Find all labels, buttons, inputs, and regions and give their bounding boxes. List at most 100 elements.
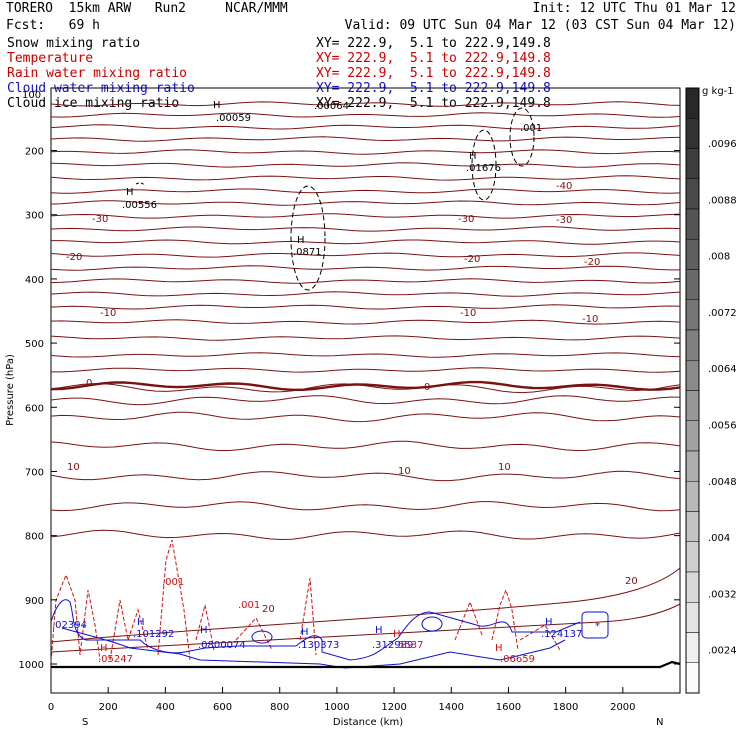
colorbar-segment (685, 571, 700, 603)
maximum-value: .00064 (314, 101, 349, 112)
x-tick-label: 1200 (381, 702, 406, 713)
maximum-mark: H (126, 187, 134, 198)
maximum-mark: H (297, 235, 305, 246)
colorbar-segment (685, 541, 700, 573)
legend-name-4: Cloud ice mixing ratio (7, 96, 180, 111)
temperature-label: 10 (398, 466, 411, 477)
legend-xy-0: XY= 222.9, 5.1 to 222.9,149.8 (316, 36, 551, 51)
isotherm-line (50, 162, 681, 168)
colorbar-segment (685, 239, 700, 270)
maximum-value: .0800074 (198, 640, 246, 651)
model-title: TORERO 15km ARW Run2 NCAR/MMM (6, 1, 288, 16)
isotherm-line (50, 112, 681, 118)
legend-name-1: Temperature (7, 51, 94, 66)
temperature-label: -10 (582, 314, 598, 325)
temperature-label: -40 (556, 181, 572, 192)
temperature-label: -20 (464, 254, 480, 265)
colorbar-segment (685, 632, 700, 663)
rain-water-contour (50, 539, 561, 663)
isotherm-line (51, 367, 681, 373)
colorbar-segment (685, 118, 700, 149)
colorbar-unit: g kg-1 (702, 86, 734, 97)
temperature-label: -30 (92, 214, 108, 225)
colorbar-frame (685, 87, 700, 694)
legend-xy-4: XY= 222.9, 5.1 to 222.9,149.8 (316, 96, 551, 111)
maximum-value: 5537 (398, 640, 423, 651)
x-axis-label: Distance (km) (333, 717, 403, 728)
isotherm-line (50, 440, 681, 452)
y-tick-label: 900 (25, 596, 44, 607)
maximum-value: .0871 (293, 247, 322, 258)
isotherm-line (50, 265, 680, 271)
colorbar-segment (685, 148, 700, 179)
isotherm-line (50, 252, 681, 258)
x-tick-label: 1400 (439, 702, 464, 713)
temperature-label: 10 (498, 462, 511, 473)
maximum-value: .124137 (541, 629, 582, 640)
isotherm-line (50, 124, 681, 130)
colorbar-segment (685, 390, 700, 421)
legend-name-2: Rain water mixing ratio (7, 66, 188, 81)
temperature-label: 20 (625, 576, 638, 587)
init-time: Init: 12 UTC Thu 01 Mar 12 (532, 1, 737, 16)
colorbar-segment (685, 178, 700, 210)
colorbar-label: .0064 (708, 364, 737, 375)
direction-south: S (82, 717, 88, 728)
cloud-ice-contour (509, 107, 535, 167)
temperature-label: 20 (262, 604, 275, 615)
maximum-value: .00059 (216, 113, 251, 124)
terrain-line (51, 660, 681, 669)
isotherm-line (50, 136, 681, 142)
maximum-mark: * (595, 621, 600, 632)
isotherm-line (50, 335, 681, 341)
colorbar-segment (685, 602, 700, 633)
temperature-label: -30 (556, 215, 572, 226)
x-tick-label: 1000 (324, 702, 349, 713)
colorbar-segment (685, 208, 700, 240)
isotherm-line (51, 239, 681, 245)
cloud-ice-contour (290, 185, 326, 291)
maximum-mark: H (375, 625, 383, 636)
cloud-water-contour (50, 599, 581, 661)
y-tick-label: 700 (25, 467, 44, 478)
x-tick-label: 200 (99, 702, 118, 713)
maximum-value: .00556 (122, 200, 157, 211)
legend-xy-1: XY= 222.9, 5.1 to 222.9,149.8 (316, 51, 551, 66)
isotherm-line (50, 200, 681, 206)
maximum-mark: H (545, 617, 553, 628)
cloud-water-contour (61, 627, 566, 669)
maximum-value: .06659 (500, 654, 535, 665)
maximum-value: .101292 (133, 629, 174, 640)
colorbar-label: .0096 (708, 139, 737, 150)
colorbar-segment (685, 481, 700, 512)
isotherm-line (50, 501, 681, 512)
isotherm-line (50, 411, 681, 423)
isotherm-line (50, 175, 681, 181)
forecast-hour: Fcst: 69 h (6, 18, 100, 33)
legend-xy-2: XY= 222.9, 5.1 to 222.9,149.8 (316, 66, 551, 81)
y-axis-label: Pressure (hPa) (5, 354, 16, 426)
maximum-value: .05247 (98, 654, 133, 665)
x-tick-label: 2000 (610, 702, 635, 713)
temperature-label: 0 (424, 382, 430, 393)
colorbar-label: .0048 (708, 477, 737, 488)
maximum-mark: H (200, 625, 208, 636)
colorbar-label: .0032 (708, 589, 737, 600)
colorbar-segment (685, 299, 700, 331)
cloud-water-contour (421, 616, 443, 632)
legend-name-0: Snow mixing ratio (7, 36, 141, 51)
x-tick-label: 800 (270, 702, 289, 713)
isotherm-line (50, 278, 681, 284)
temperature-label: 0 (86, 378, 92, 389)
x-tick-label: 600 (213, 702, 232, 713)
maximum-value: .001 (520, 123, 542, 134)
maximum-mark: H (100, 643, 108, 654)
colorbar-segment (685, 662, 700, 694)
maximum-mark: H (393, 629, 401, 640)
isotherm-line (50, 319, 681, 325)
temperature-label: -10 (460, 308, 476, 319)
zero-isotherm (50, 380, 681, 391)
isotherm-line (50, 304, 681, 310)
maximum-value: .001 (162, 577, 184, 588)
